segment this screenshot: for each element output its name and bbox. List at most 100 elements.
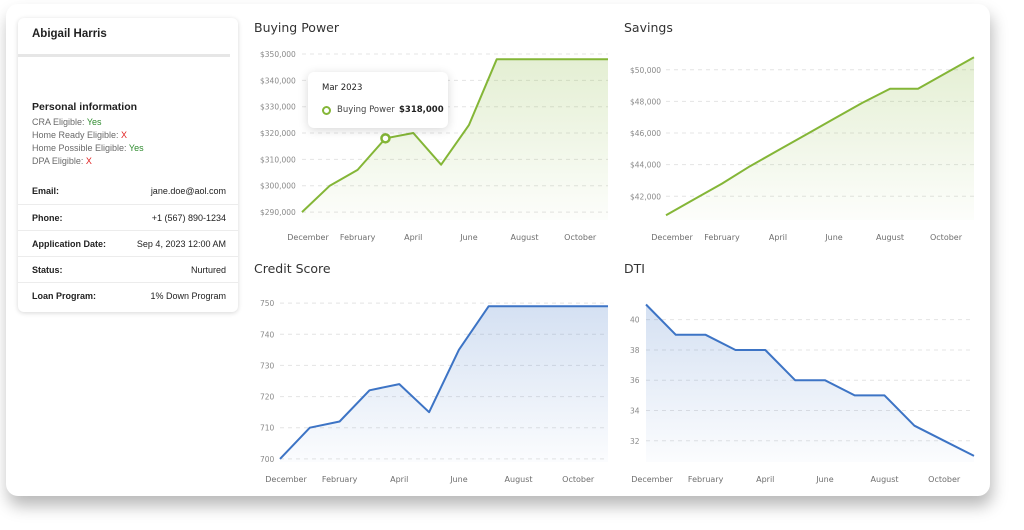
tooltip-series-label: Buying Power [337, 105, 395, 115]
eligibility-label: Home Possible Eligible: [32, 143, 129, 153]
data-point [942, 438, 947, 443]
eligibility-label: CRA Eligible: [32, 117, 87, 127]
detail-label: Email: [32, 186, 60, 196]
x-tick-label: April [769, 233, 787, 242]
detail-row-email: Email: jane.doe@aol.com [18, 178, 238, 204]
x-tick-label: June [459, 233, 478, 242]
y-tick-label: 36 [630, 376, 640, 385]
x-tick-label: June [815, 475, 834, 484]
card-divider [18, 54, 230, 57]
data-point [664, 213, 669, 218]
data-point [852, 393, 857, 398]
data-point [606, 304, 611, 309]
detail-value: +1 (567) 890-1234 [151, 213, 226, 223]
detail-label: Loan Program: [32, 291, 97, 301]
y-tick-label: $330,000 [260, 103, 296, 112]
data-point [720, 181, 725, 186]
y-tick-label: 34 [630, 407, 640, 416]
eligibility-home-ready: Home Ready Eligible: X [32, 130, 127, 140]
data-point [972, 453, 977, 458]
eligibility-value: Yes [86, 117, 102, 127]
savings-chart[interactable]: $42,000 $44,000 $46,000 $48,000 $50,000 Decem… [620, 42, 977, 242]
x-tick-label: October [928, 475, 961, 484]
x-tick-label: December [265, 475, 307, 484]
data-point [763, 347, 768, 352]
data-point [397, 382, 402, 387]
detail-value: Nurtured [190, 265, 226, 275]
y-tick-label: 40 [630, 316, 640, 325]
eligibility-value: Yes [128, 143, 144, 153]
applicant-card: Abigail Harris Personal information CRA … [18, 18, 238, 312]
hover-marker [380, 133, 391, 144]
x-tick-label: February [704, 233, 740, 242]
data-point [972, 55, 977, 60]
y-tick-label: 750 [260, 299, 275, 308]
y-tick-label: $48,000 [630, 97, 661, 106]
series-area [666, 57, 974, 221]
y-tick-label: 720 [260, 393, 275, 402]
data-point [703, 332, 708, 337]
data-point [793, 378, 798, 383]
series-line [645, 303, 975, 457]
data-point [546, 304, 551, 309]
data-point [860, 101, 865, 106]
chart-title-savings: Savings [624, 20, 673, 35]
y-tick-label: $320,000 [260, 129, 296, 138]
data-point [673, 332, 678, 337]
y-tick-label: $44,000 [630, 161, 661, 170]
chart-title-credit-score: Credit Score [254, 261, 331, 276]
credit-score-chart[interactable]: 700 710 720 730 740 750 December February April J… [250, 284, 608, 484]
detail-label: Phone: [32, 213, 63, 223]
x-tick-label: June [449, 475, 468, 484]
data-point [692, 197, 697, 202]
data-point [439, 162, 444, 167]
x-tick-label: October [930, 233, 963, 242]
data-point [307, 425, 312, 430]
data-point [355, 167, 360, 172]
data-point [912, 423, 917, 428]
x-tick-label: October [562, 475, 595, 484]
detail-label: Status: [32, 265, 63, 275]
tooltip-value: $318,000 [399, 105, 444, 115]
detail-row-loan-program: Loan Program: 1% Down Program [18, 282, 238, 308]
y-tick-label: 740 [260, 330, 275, 339]
data-point [606, 57, 611, 62]
chart-title-buying-power: Buying Power [254, 20, 339, 35]
data-point [644, 302, 649, 307]
x-tick-label: February [340, 233, 376, 242]
x-tick-label: December [631, 475, 673, 484]
y-tick-label: $310,000 [260, 155, 296, 164]
x-tick-label: February [688, 475, 724, 484]
data-point [832, 116, 837, 121]
series-line [301, 58, 608, 213]
y-tick-label: $50,000 [630, 66, 661, 75]
eligibility-label: Home Ready Eligible: [32, 130, 122, 140]
data-point [278, 456, 283, 461]
y-tick-label: 700 [260, 455, 275, 464]
eligibility-home-possible: Home Possible Eligible: Yes [32, 143, 144, 153]
data-point [804, 132, 809, 137]
x-tick-label: April [390, 475, 408, 484]
data-point [367, 388, 372, 393]
data-point [427, 410, 432, 415]
data-point [733, 347, 738, 352]
dti-chart[interactable]: 32 34 36 38 40 December February April June Augus… [620, 284, 977, 484]
data-point [578, 57, 583, 62]
x-tick-label: August [876, 233, 904, 242]
chart-title-dti: DTI [624, 261, 645, 276]
x-tick-label: April [756, 475, 774, 484]
y-tick-label: $290,000 [260, 208, 296, 217]
data-point [882, 393, 887, 398]
x-tick-label: December [287, 233, 329, 242]
y-tick-label: $300,000 [260, 182, 296, 191]
data-point [466, 123, 471, 128]
detail-value: Sep 4, 2023 12:00 AM [136, 239, 226, 249]
data-point [748, 164, 753, 169]
data-point [576, 304, 581, 309]
data-point [486, 304, 491, 309]
x-tick-label: December [651, 233, 693, 242]
x-tick-label: February [322, 475, 358, 484]
x-tick-label: August [505, 475, 533, 484]
data-point [494, 57, 499, 62]
series-area [302, 59, 608, 220]
